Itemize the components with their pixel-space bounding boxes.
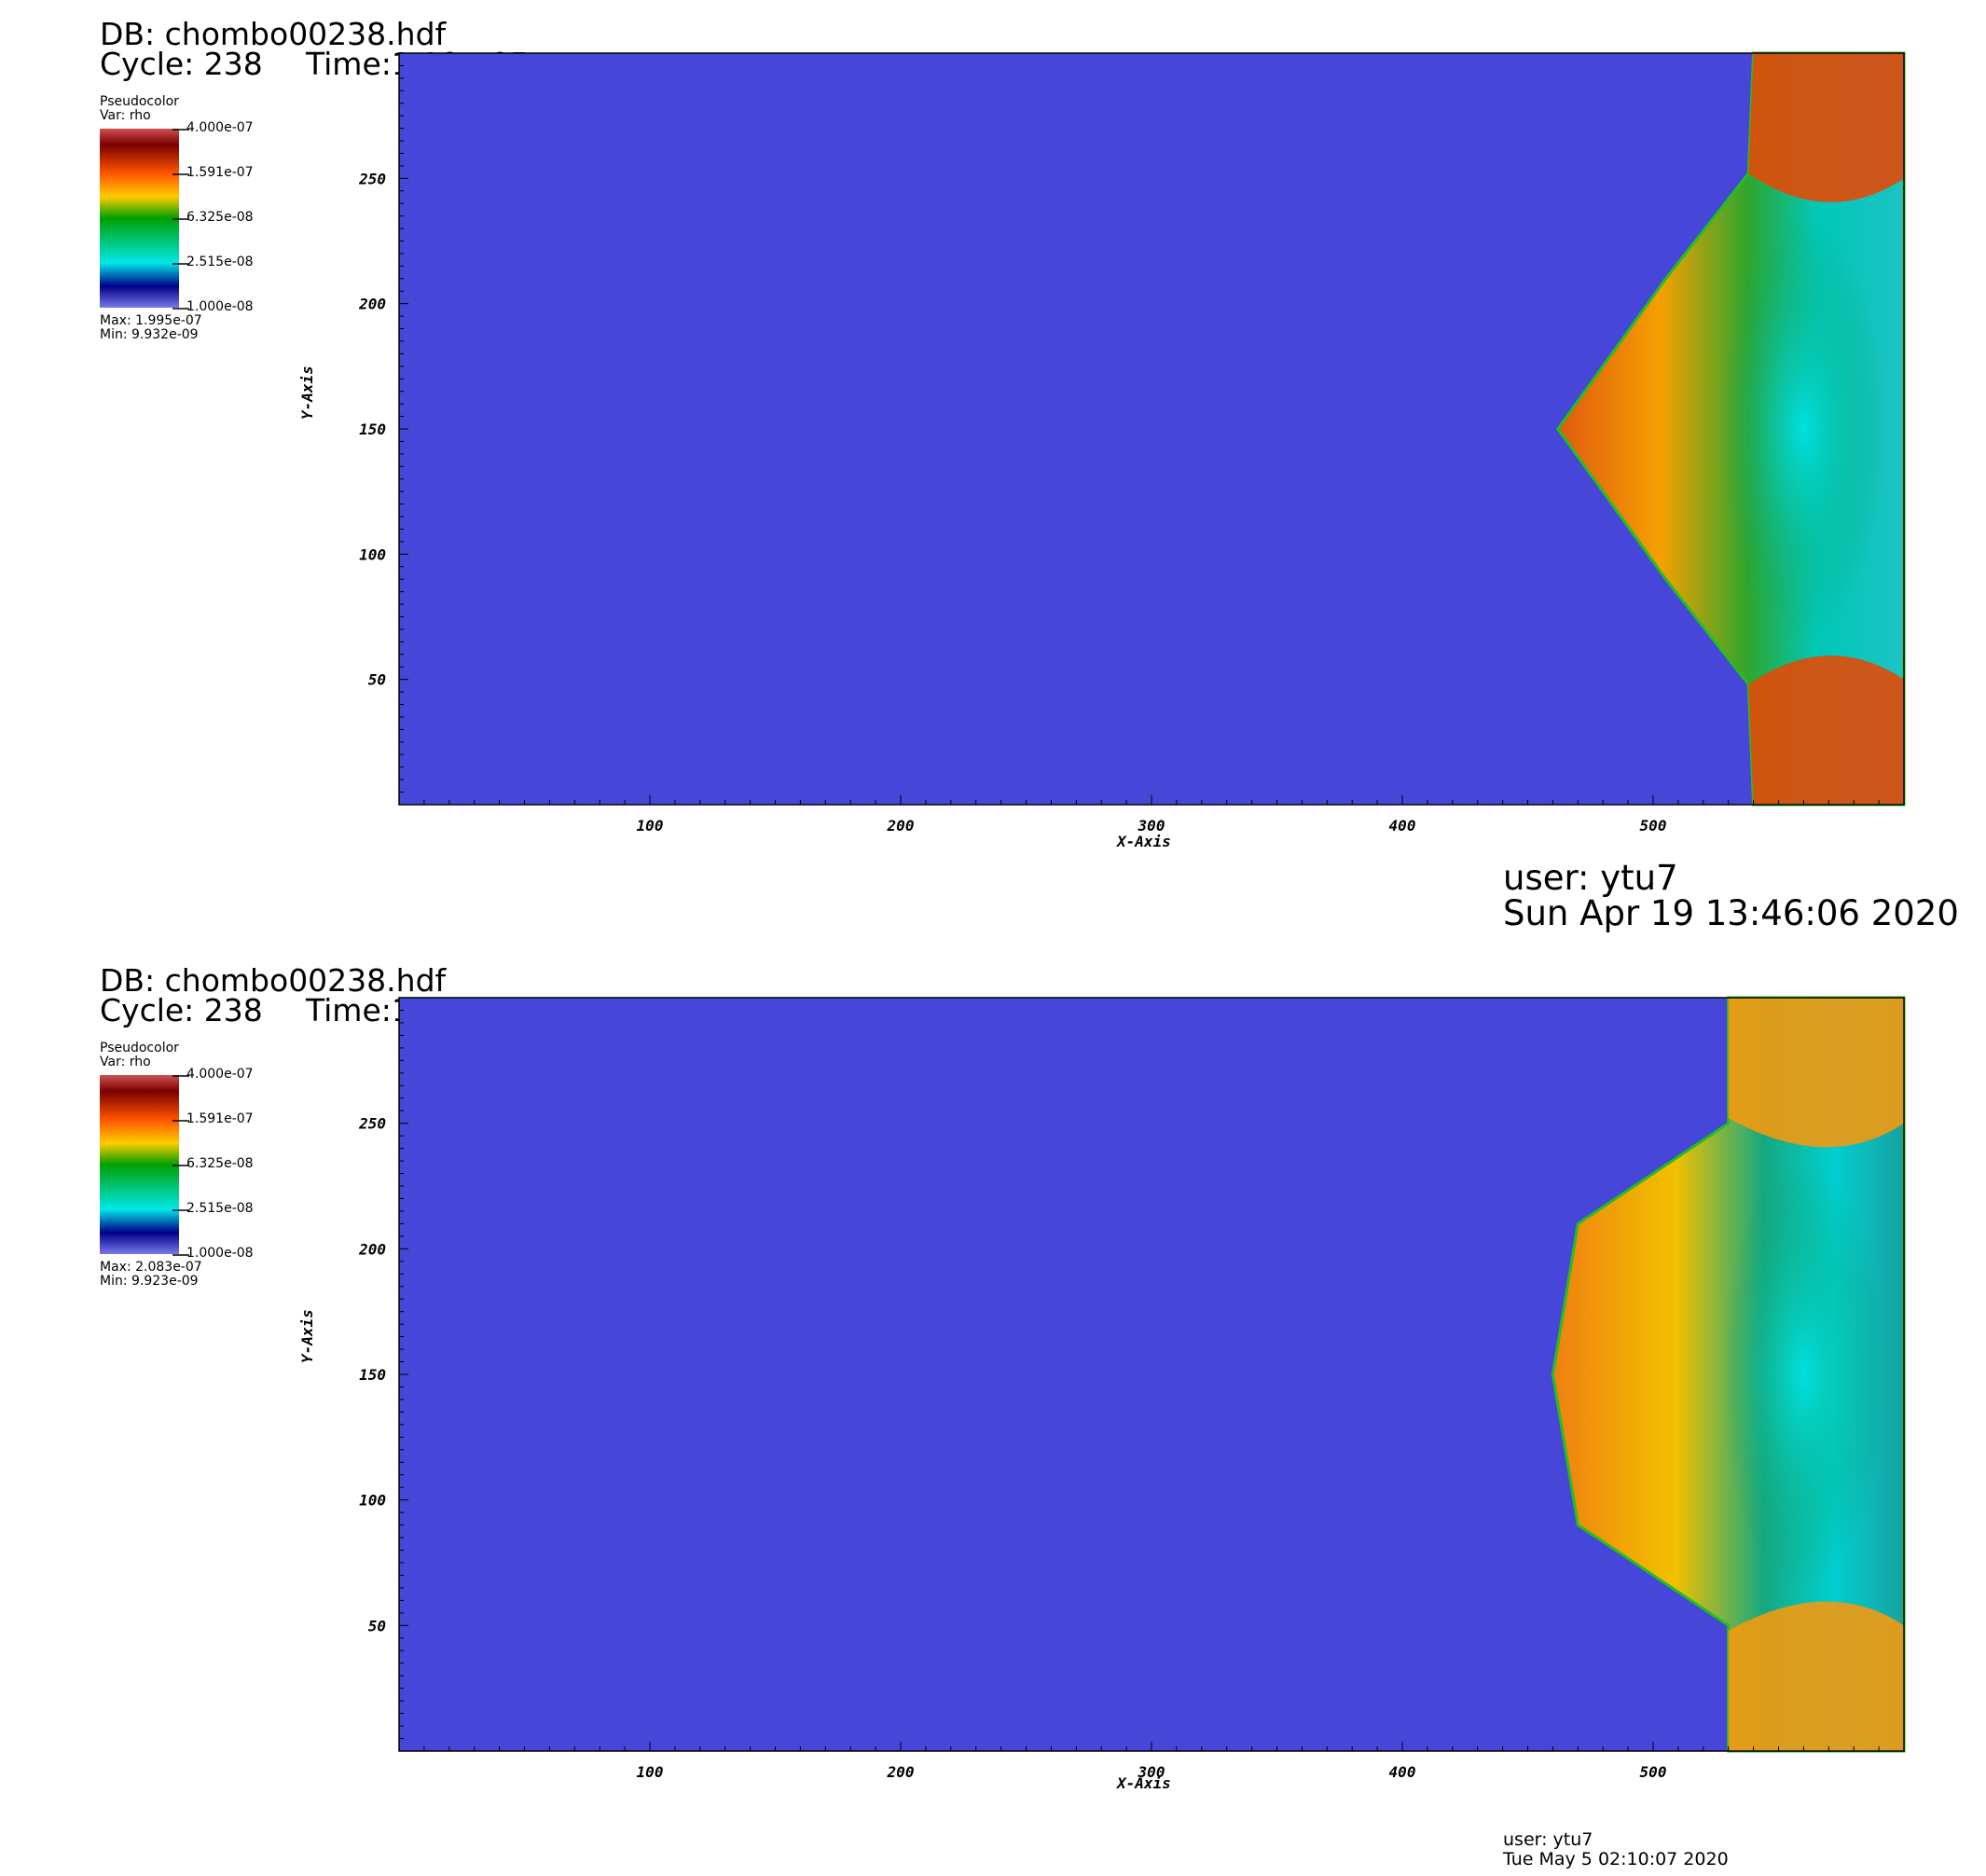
db-label: DB: chombo00238.hdf [100, 16, 447, 52]
y-tick-label: 100 [359, 1492, 386, 1510]
colorbar-ticks [172, 1075, 189, 1256]
legend-title: Pseudocolor [100, 94, 179, 109]
x-tick-label: 300 [1138, 817, 1165, 835]
date-label: Sun Apr 19 13:46:06 2020 [1503, 893, 1959, 933]
dense-cap-top [1748, 53, 1904, 202]
x-tick-label: 400 [1389, 817, 1416, 835]
legend-min: Min: 9.923e-09 [100, 1274, 199, 1289]
y-tick-label: 250 [358, 170, 386, 187]
legend-var: Var: rho [100, 108, 151, 123]
colorbar-ticks [172, 129, 189, 310]
legend-label-1: 1.591e-07 [186, 1111, 254, 1126]
x-tick-label: 500 [1640, 817, 1667, 835]
x-tick-label: 500 [1640, 1763, 1667, 1781]
density-plot: 100 200 300 400 500 50 100 150 200 250 [358, 51, 1906, 835]
date-label: Tue May 5 02:10:07 2020 [1503, 1849, 1729, 1869]
y-tick-label: 150 [359, 421, 386, 438]
y-tick-label: 150 [359, 1366, 386, 1384]
density-plot: 100 200 300 400 500 50 100 150 200 250 [358, 996, 1906, 1781]
legend-label-4: 1.000e-08 [186, 1246, 254, 1261]
legend-label-0: 4.000e-07 [186, 120, 254, 135]
legend-label-2: 6.325e-08 [186, 210, 254, 225]
low-density-core [1720, 1163, 1887, 1586]
legend-label-3: 2.515e-08 [186, 1201, 254, 1216]
legend-title: Pseudocolor [100, 1041, 179, 1055]
x-tick-label: 300 [1138, 1763, 1165, 1781]
x-tick-label: 100 [637, 817, 664, 835]
legend-label-3: 2.515e-08 [186, 255, 254, 269]
legend-max: Max: 2.083e-07 [100, 1260, 202, 1275]
legend-max: Max: 1.995e-07 [100, 313, 202, 328]
legend-label-4: 1.000e-08 [186, 299, 254, 314]
x-tick-label: 200 [887, 817, 915, 835]
dense-cap-bottom [1728, 1601, 1904, 1751]
cycle-label: Cycle: 238 [100, 46, 263, 82]
x-tick-label: 100 [637, 1763, 664, 1781]
y-tick-label: 50 [368, 1617, 386, 1635]
y-axis-title: Y-Axis [298, 1309, 316, 1363]
legend-label-1: 1.591e-07 [186, 165, 254, 180]
legend-var: Var: rho [100, 1055, 151, 1069]
user-label: user: ytu7 [1503, 1829, 1593, 1850]
y-tick-label: 200 [358, 1240, 386, 1258]
low-density-core [1720, 218, 1887, 640]
db-label: DB: chombo00238.hdf [100, 962, 447, 999]
dense-cap-top [1728, 998, 1904, 1148]
cycle-label: Cycle: 238 [100, 992, 263, 1028]
colorbar [100, 129, 179, 308]
dense-cap-bottom [1748, 655, 1904, 805]
legend-label-0: 4.000e-07 [186, 1067, 254, 1082]
y-tick-label: 100 [359, 545, 386, 563]
y-tick-label: 200 [358, 296, 386, 313]
y-tick-label: 250 [358, 1115, 386, 1133]
x-axis-title: X-Axis [1117, 833, 1171, 850]
x-tick-label: 400 [1389, 1763, 1416, 1781]
user-label: user: ytu7 [1503, 858, 1678, 898]
legend-label-2: 6.325e-08 [186, 1156, 254, 1171]
x-tick-label: 200 [887, 1763, 915, 1781]
legend-min: Min: 9.932e-09 [100, 327, 199, 342]
colorbar [100, 1075, 179, 1254]
y-tick-label: 50 [368, 671, 386, 689]
x-axis-title: X-Axis [1117, 1774, 1171, 1792]
